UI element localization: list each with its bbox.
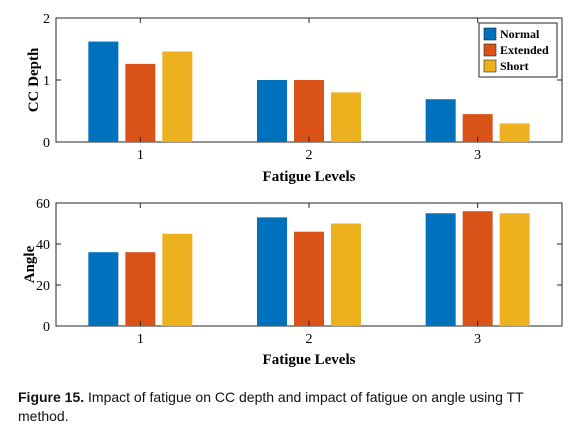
angle-x-tick-label: 2	[306, 332, 313, 347]
angle-bar-short-3	[499, 213, 530, 326]
cc-depth-bar-short-2	[331, 92, 361, 142]
cc-depth-y-tick-label: 1	[43, 74, 50, 89]
cc-depth-bar-normal-2	[257, 80, 287, 142]
angle-bar-short-2	[331, 223, 361, 326]
cc-depth-y-tick-label: 2	[43, 12, 50, 27]
caption-label: Figure 15.	[18, 389, 85, 405]
legend-swatch-extended	[483, 43, 497, 57]
cc-depth-bar-normal-3	[425, 99, 456, 142]
figure: 1 2 3 0 1 2 Fatigue Levels CC Depth Normal Extend…	[22, 12, 563, 368]
angle-bar-normal-1	[88, 252, 119, 326]
legend-label-normal: Normal	[500, 27, 540, 41]
angle-bar-extended-2	[294, 231, 324, 326]
legend-label-extended: Extended	[500, 43, 549, 57]
legend-swatch-short	[483, 59, 497, 73]
cc-depth-y-tick-label: 0	[43, 136, 50, 151]
cc-depth-bar-short-1	[162, 51, 193, 143]
caption-text: Impact of fatigue on CC depth and impact…	[18, 389, 524, 424]
cc-depth-chart: 1 2 3 0 1 2 Fatigue Levels CC Depth Normal Extend…	[26, 12, 563, 185]
cc-depth-bar-extended-2	[294, 80, 324, 142]
angle-y-tick-label: 60	[36, 197, 50, 212]
angle-y-axis-label: Angle	[22, 245, 38, 283]
angle-y-tick-label: 0	[43, 320, 50, 335]
legend: Normal Extended Short	[478, 22, 558, 78]
legend-label-short: Short	[500, 59, 529, 73]
angle-x-tick-label: 1	[137, 332, 144, 347]
cc-depth-x-axis-label: Fatigue Levels	[263, 169, 356, 185]
angle-bar-normal-3	[425, 213, 456, 326]
legend-swatch-normal	[483, 27, 497, 41]
cc-depth-bar-short-3	[499, 123, 530, 142]
angle-bar-normal-2	[257, 217, 287, 326]
cc-depth-x-tick-label: 3	[474, 148, 481, 163]
cc-depth-x-tick-label: 1	[137, 148, 144, 163]
angle-x-tick-label: 3	[474, 332, 481, 347]
figure-caption: Figure 15. Impact of fatigue on CC depth…	[18, 388, 570, 426]
angle-y-tick-label: 40	[36, 238, 50, 253]
cc-depth-x-tick-label: 2	[306, 148, 313, 163]
angle-x-axis-label: Fatigue Levels	[263, 352, 356, 368]
angle-bar-extended-1	[125, 252, 156, 326]
cc-depth-bar-extended-1	[125, 63, 156, 142]
angle-bar-extended-3	[462, 211, 493, 326]
angle-y-tick-label: 20	[36, 279, 50, 294]
angle-chart: 1 2 3 0 20 40 60 Fatigue Levels Angle	[22, 197, 563, 368]
cc-depth-y-axis-label: CC Depth	[26, 47, 42, 112]
cc-depth-bar-normal-1	[88, 41, 119, 143]
angle-bar-short-1	[162, 233, 193, 326]
